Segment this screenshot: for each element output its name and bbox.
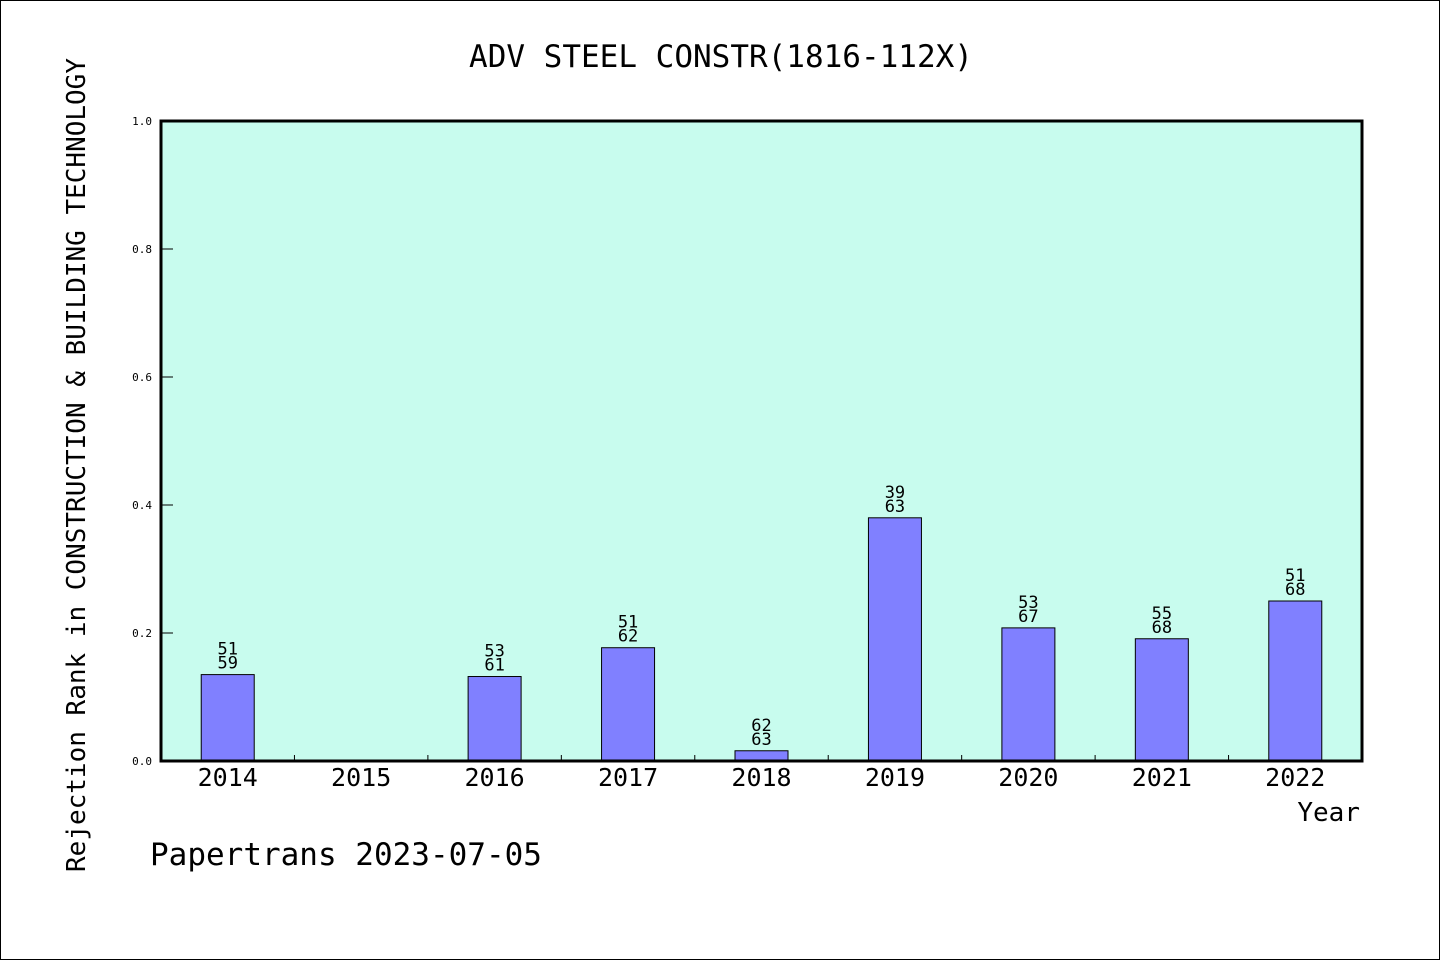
data-label-top: 55 — [1152, 604, 1172, 624]
data-label-top: 53 — [1018, 593, 1038, 613]
plot-border — [159, 119, 1364, 763]
y-tick-label: 0.6 — [132, 371, 152, 384]
bar-2014 — [200, 674, 255, 762]
y-axis-label: Rejection Rank in CONSTRUCTION & BUILDIN… — [62, 58, 92, 872]
x-tick-label: 2014 — [198, 763, 258, 792]
x-tick-label: 2016 — [465, 763, 525, 792]
data-label-top: 51 — [217, 640, 237, 660]
x-tick-label: 2021 — [1132, 763, 1192, 792]
data-label-top: 62 — [751, 716, 771, 736]
x-axis-label: Year — [1297, 798, 1360, 828]
x-axis: 2014 2015 2016 2017 2018 2019 2020 2021 2022 — [198, 755, 1325, 792]
bar-2017 — [601, 647, 656, 762]
data-label-bottom: 63 — [751, 730, 771, 750]
data-label-bottom: 68 — [1285, 580, 1305, 600]
data-label-bottom: 62 — [618, 627, 638, 647]
y-tick-label: 1.0 — [132, 115, 152, 128]
data-label-bottom: 67 — [1018, 607, 1038, 627]
data-label-bottom: 59 — [217, 654, 237, 674]
data-label-bottom: 61 — [484, 656, 504, 676]
x-tick-label: 2017 — [598, 763, 658, 792]
bar-2018 — [734, 750, 789, 762]
y-tick-label: 0.2 — [132, 627, 152, 640]
y-tick-label: 0.4 — [132, 499, 152, 512]
x-tick-label: 2020 — [998, 763, 1058, 792]
x-tick-label: 2015 — [331, 763, 391, 792]
data-label-top: 51 — [1285, 566, 1305, 586]
chart-title: ADV STEEL CONSTR(1816-112X) — [469, 39, 973, 75]
data-label-top: 51 — [618, 613, 638, 633]
bar-2016 — [467, 676, 522, 762]
bar-2021 — [1134, 638, 1189, 762]
y-axis: 0.0 0.2 0.4 0.6 0.8 1.0 — [132, 115, 173, 768]
y-tick-label: 0.8 — [132, 243, 152, 256]
bar-2019 — [867, 517, 922, 762]
data-label-bottom: 68 — [1152, 618, 1172, 638]
x-tick-label: 2018 — [731, 763, 791, 792]
y-tick-label: 0.0 — [132, 755, 152, 768]
x-tick-label: 2019 — [865, 763, 925, 792]
bars-group — [200, 517, 1323, 762]
data-label-top: 39 — [885, 483, 905, 503]
x-tick-label: 2022 — [1265, 763, 1325, 792]
bar-2022 — [1268, 600, 1323, 762]
data-label-top: 53 — [484, 642, 504, 662]
bar-2020 — [1001, 627, 1056, 762]
footer-text: Papertrans 2023-07-05 — [150, 837, 542, 873]
data-label-bottom: 63 — [885, 497, 905, 517]
